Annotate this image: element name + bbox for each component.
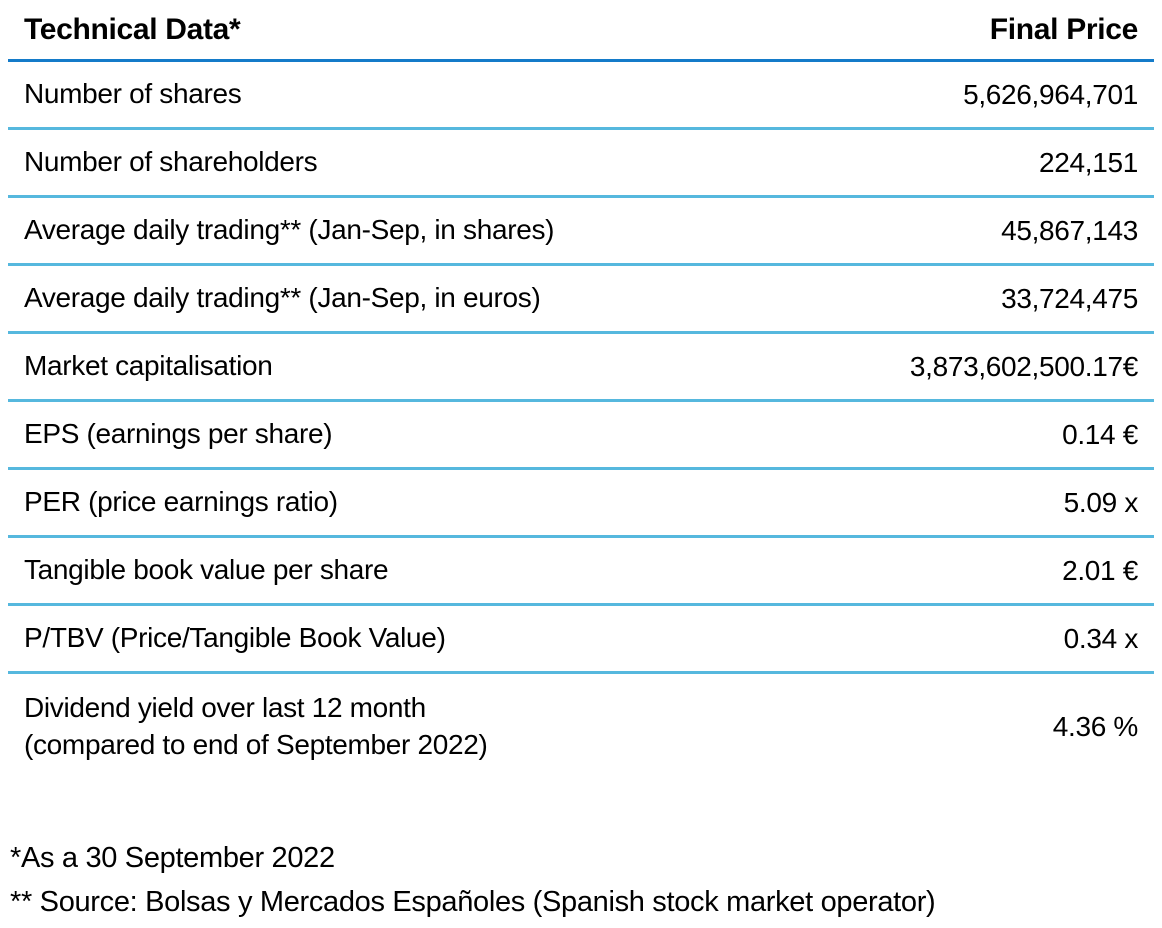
row-label: Tangible book value per share — [24, 554, 389, 586]
row-label: P/TBV (Price/Tangible Book Value) — [24, 622, 446, 654]
row-value: 3,873,602,500.17€ — [909, 350, 1138, 382]
table-row: PER (price earnings ratio) 5.09 x — [8, 470, 1154, 538]
row-value: 33,724,475 — [1001, 282, 1138, 314]
table-row: Tangible book value per share 2.01 € — [8, 538, 1154, 606]
technical-data-table: Technical Data* Final Price Number of sh… — [8, 0, 1154, 780]
table-row: Number of shares 5,626,964,701 — [8, 62, 1154, 130]
footnote-source: ** Source: Bolsas y Mercados Españoles (… — [10, 886, 936, 919]
table-header-row: Technical Data* Final Price — [8, 0, 1154, 62]
table-row: EPS (earnings per share) 0.14 € — [8, 402, 1154, 470]
row-label: Number of shareholders — [24, 146, 318, 178]
row-label: EPS (earnings per share) — [24, 418, 333, 450]
row-label: Average daily trading** (Jan-Sep, in sha… — [24, 214, 555, 246]
row-label: Dividend yield over last 12 month (compa… — [24, 692, 488, 760]
row-value: 0.34 x — [1063, 622, 1139, 654]
row-value: 0.14 € — [1062, 418, 1138, 450]
table-row: Dividend yield over last 12 month (compa… — [8, 674, 1154, 780]
footnote-as-of-date: *As a 30 September 2022 — [10, 842, 335, 874]
row-value: 5,626,964,701 — [963, 78, 1138, 110]
row-value: 2.01 € — [1062, 554, 1138, 586]
row-value: 4.36 % — [1052, 711, 1139, 742]
row-label: PER (price earnings ratio) — [24, 486, 338, 518]
row-label: Number of shares — [24, 78, 242, 110]
value-column-header: Final Price — [989, 12, 1139, 46]
footnotes: *As a 30 September 2022 ** Source: Bolsa… — [10, 836, 1162, 924]
row-label: Average daily trading** (Jan-Sep, in eur… — [24, 282, 541, 314]
table-row: Market capitalisation 3,873,602,500.17€ — [8, 334, 1154, 402]
row-value: 5.09 x — [1063, 486, 1139, 518]
table-row: Number of shareholders 224,151 — [8, 130, 1154, 198]
table-row: Average daily trading** (Jan-Sep, in sha… — [8, 198, 1154, 266]
table-title: Technical Data* — [24, 12, 241, 46]
table-row: P/TBV (Price/Tangible Book Value) 0.34 x — [8, 606, 1154, 674]
table-row: Average daily trading** (Jan-Sep, in eur… — [8, 266, 1154, 334]
row-label: Market capitalisation — [24, 350, 273, 382]
row-value: 45,867,143 — [1001, 214, 1138, 246]
row-value: 224,151 — [1039, 146, 1138, 178]
